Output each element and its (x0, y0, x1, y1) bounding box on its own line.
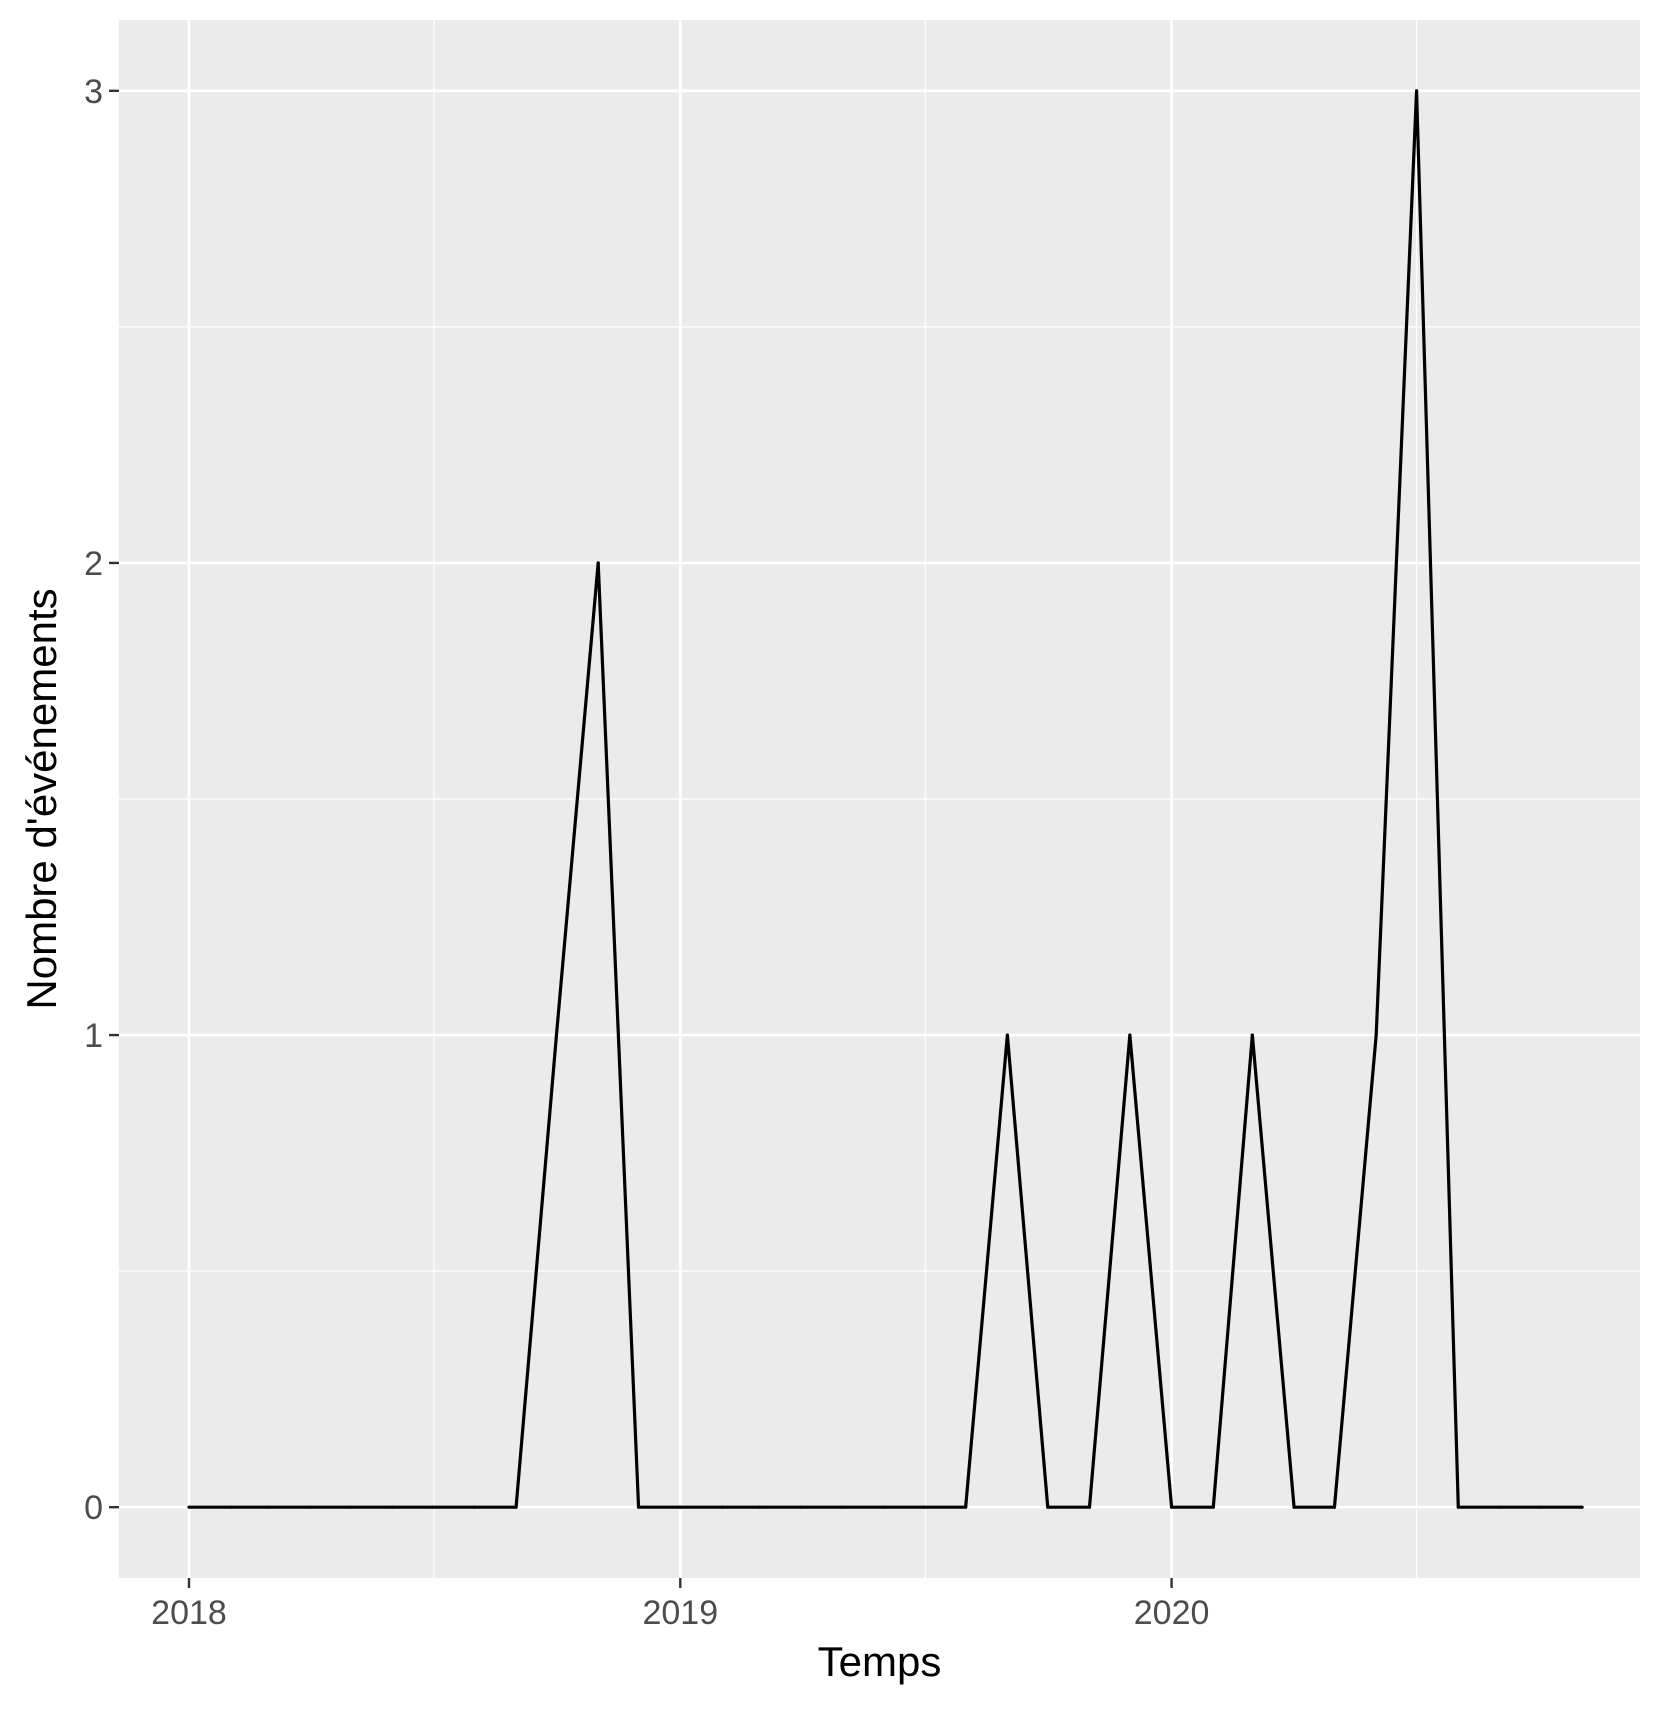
data-point (308, 1505, 312, 1509)
y-axis: 0 1 2 3 (84, 73, 119, 1527)
data-point (678, 1505, 682, 1509)
data-point (266, 1505, 271, 1509)
data-point (636, 1505, 641, 1509)
data-point (758, 1505, 762, 1509)
data-point (964, 1505, 968, 1509)
data-point (348, 1505, 353, 1509)
data-point (554, 1033, 559, 1037)
data-point (1128, 1033, 1132, 1037)
data-point (1456, 1505, 1460, 1509)
data-point (1250, 1033, 1254, 1037)
x-axis: 2018 2019 2020 (151, 1578, 1209, 1632)
data-point (720, 1505, 724, 1509)
y-tick-label: 2 (84, 545, 103, 583)
y-tick-label: 0 (84, 1489, 103, 1527)
data-point (1498, 1505, 1502, 1509)
x-axis-title: Temps (818, 1638, 942, 1685)
data-point (799, 1505, 804, 1509)
data-point (187, 1505, 191, 1509)
data-point (1169, 1505, 1174, 1509)
y-tick-label: 1 (84, 1017, 103, 1055)
major-gridlines (119, 20, 1640, 1578)
data-point (1087, 1505, 1092, 1509)
series-vertices (187, 89, 1584, 1509)
data-point (1332, 1505, 1337, 1509)
data-point (1211, 1505, 1215, 1509)
x-tick-label: 2018 (151, 1594, 227, 1632)
x-tick-label: 2019 (642, 1594, 718, 1632)
minor-gridlines (119, 20, 1640, 1578)
data-point (1005, 1033, 1009, 1037)
data-point (881, 1505, 886, 1509)
data-point (1374, 1033, 1378, 1037)
data-point (596, 561, 600, 565)
data-point (1292, 1505, 1296, 1509)
data-point (1414, 89, 1419, 93)
data-point (1580, 1505, 1584, 1509)
data-point (1046, 1505, 1050, 1509)
y-tick-label: 3 (84, 73, 103, 111)
x-tick-label: 2020 (1134, 1594, 1210, 1632)
data-point (514, 1505, 518, 1509)
data-point (1538, 1505, 1542, 1509)
data-point (431, 1505, 435, 1509)
data-point (229, 1505, 233, 1509)
data-point (922, 1505, 926, 1509)
y-axis-title: Nombre d'événements (18, 588, 65, 1009)
data-point (840, 1505, 844, 1509)
data-point (390, 1505, 394, 1509)
data-point (472, 1505, 476, 1509)
